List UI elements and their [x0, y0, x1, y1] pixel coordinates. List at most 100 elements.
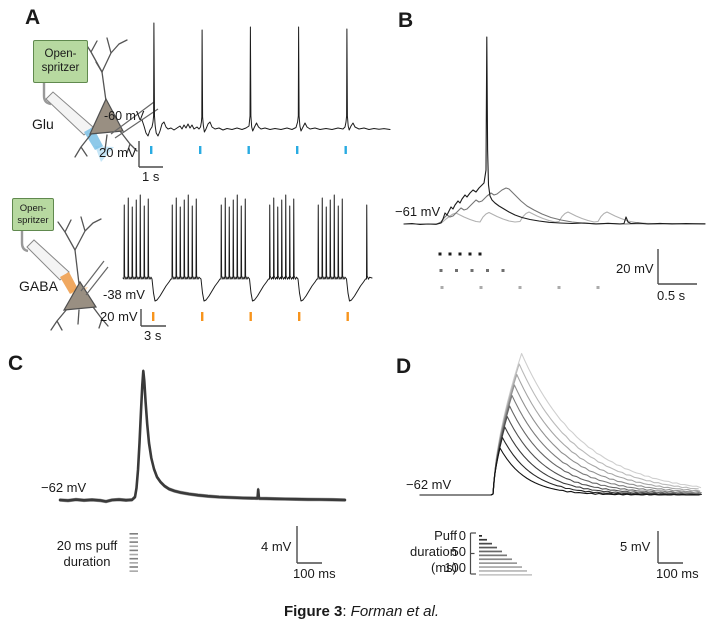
recording-electrode	[110, 101, 155, 135]
trace-b-high-freq	[403, 36, 706, 226]
neuron-dendrite	[74, 132, 93, 158]
stim-dot-row3	[518, 286, 522, 289]
caption-authors: Forman et al.	[350, 603, 440, 620]
legend-d-line3: (ms)	[431, 560, 457, 575]
stim-dot-row3	[479, 286, 483, 289]
panel-c-label: C	[8, 352, 24, 375]
stim-dot-row2	[439, 269, 443, 272]
neuron-dendrite	[92, 306, 109, 329]
puff-duration-axis-d: 0 50 100	[432, 528, 466, 576]
puff-dash-c	[129, 562, 138, 564]
trace-b-mid-freq	[403, 187, 706, 225]
puff-duration-bar	[479, 570, 527, 572]
axis-tick-100: 100	[444, 560, 466, 575]
neuron-soma	[89, 97, 124, 135]
neuron-dendrite	[104, 134, 108, 151]
puffer-pipette	[26, 239, 70, 281]
puff-duration-bar	[479, 574, 532, 576]
puff-tick-glu	[199, 146, 202, 154]
neuron-dendrite	[50, 308, 68, 331]
puff-dash-c	[129, 541, 138, 543]
figure-caption: Figure 3: Forman et al.	[0, 603, 723, 620]
trace-d-2	[419, 426, 701, 496]
panel-b-label: B	[398, 9, 414, 32]
device-label-line1: Open-	[44, 47, 77, 60]
trace-a-gaba	[122, 194, 373, 302]
trace-c-sweep	[59, 371, 346, 504]
recording-electrode	[114, 108, 159, 139]
stim-dot-row2	[470, 269, 474, 272]
puff-dash-c	[129, 537, 138, 539]
scale-v-label-d: 5 mV	[620, 539, 651, 554]
axis-tick-50: 50	[451, 544, 466, 559]
puff-spray	[95, 146, 114, 162]
neuron-dendrite	[95, 61, 103, 73]
neuron-dendrite	[57, 219, 76, 251]
scale-v-label-a-bottom: 20 mV	[100, 309, 138, 324]
stim-dot-row1	[478, 252, 482, 256]
neuron-dendrite	[74, 216, 102, 251]
vm-label-a-top: -60 mV	[104, 109, 145, 123]
pipette-tip	[60, 272, 78, 294]
puff-dash-c	[129, 553, 138, 556]
puff-tick-glu	[150, 146, 153, 154]
scale-h-label-c: 100 ms	[293, 566, 336, 581]
puff-duration-bar	[479, 554, 507, 557]
scale-v-label-a-top: 20 mV	[99, 145, 137, 160]
puff-duration-legend-c: 20 ms puff duration	[48, 538, 126, 570]
stim-dot-row2	[455, 269, 458, 272]
trace-d-3	[419, 415, 699, 496]
puff-dash-c	[129, 549, 138, 552]
puff-tick-glu	[296, 146, 299, 154]
scale-h-label-d: 100 ms	[656, 566, 699, 581]
puff-dash-c	[129, 545, 138, 548]
trace-d-5	[419, 394, 700, 496]
puff-tick-glu	[344, 146, 347, 154]
tubing	[42, 83, 52, 106]
puff-dash-c	[129, 566, 138, 568]
stim-dot-row1	[448, 252, 452, 256]
caption-figure-number: Figure 3	[283, 603, 343, 620]
legend-c-line1: 20 ms puff	[56, 538, 118, 553]
stim-dot-row3	[557, 286, 561, 289]
caption-separator: :	[342, 603, 351, 620]
puff-dash-c	[129, 557, 138, 560]
device-label-line2: spritzer	[17, 214, 49, 226]
device-label-line1: Open-	[19, 203, 47, 215]
puff-tick-gaba	[249, 312, 252, 321]
puff-duration-bar	[479, 546, 497, 549]
tubing	[20, 231, 29, 253]
neuron-dendrite	[74, 249, 80, 285]
puff-tick-gaba	[298, 312, 301, 321]
legend-c-line2: duration	[63, 554, 111, 569]
puff-tick-gaba	[346, 312, 349, 321]
vm-label-c: −62 mV	[41, 480, 87, 495]
glu-label: Glu	[32, 116, 54, 132]
puff-dash-c	[129, 570, 138, 572]
puff-tick-gaba	[152, 312, 155, 321]
neuron-dendrite	[77, 309, 80, 325]
vm-label-d: −62 mV	[406, 477, 452, 492]
scale-h-label-a-top: 1 s	[142, 169, 160, 184]
stim-dot-row2	[501, 269, 505, 272]
recording-electrode	[80, 260, 105, 292]
puff-duration-bar	[479, 535, 482, 537]
puff-tick-gaba	[201, 312, 204, 321]
puff-duration-bar	[479, 538, 487, 541]
puff-tick-glu	[247, 146, 250, 154]
puff-duration-bar	[479, 542, 492, 545]
panel-a-label: A	[25, 6, 41, 29]
trace-c-sweep	[59, 369, 346, 502]
vm-label-a-bottom: -38 mV	[103, 287, 145, 302]
scale-h-label-a-bottom: 3 s	[144, 328, 162, 343]
scale-v-label-c: 4 mV	[261, 539, 292, 554]
puff-dash-c	[129, 533, 138, 535]
neuron-soma	[62, 280, 98, 311]
pipette-tip	[84, 127, 103, 150]
openspritzer-box-gaba: Open- spritzer	[12, 198, 54, 231]
stim-dot-row1	[458, 252, 462, 256]
scale-v-label-b: 20 mV	[616, 261, 654, 276]
stim-dot-row1	[468, 252, 472, 256]
puff-duration-bar	[479, 558, 512, 561]
